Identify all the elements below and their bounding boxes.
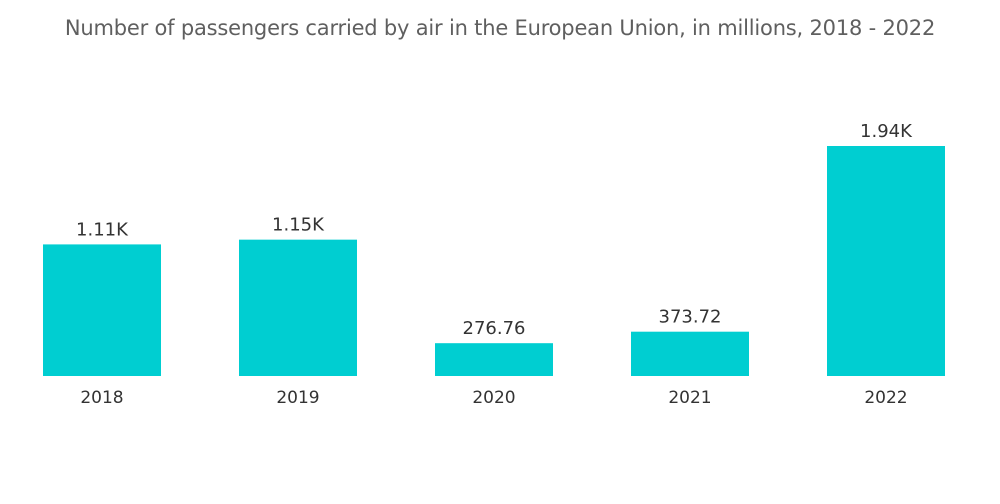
- x-tick-label-2021: 2021: [668, 388, 711, 408]
- bar-2018: [43, 244, 161, 376]
- x-tick-label-2019: 2019: [276, 388, 319, 408]
- data-label-2018: 1.11K: [76, 219, 129, 240]
- data-label-2022: 1.94K: [860, 121, 913, 142]
- data-label-2021: 373.72: [659, 307, 722, 328]
- bar-2019: [239, 239, 357, 376]
- x-tick-label-2022: 2022: [864, 388, 907, 408]
- x-tick-label-2020: 2020: [472, 388, 515, 408]
- x-axis-tick-labels: 2018 2019 2020 2021 2022: [80, 388, 907, 408]
- bars-layer: [43, 146, 945, 376]
- data-labels-layer: 1.11K 1.15K 276.76 373.72 1.94K: [76, 121, 913, 339]
- x-tick-label-2018: 2018: [80, 388, 123, 408]
- data-label-2020: 276.76: [463, 318, 526, 339]
- bar-2020: [435, 343, 553, 376]
- bar-2021: [631, 331, 749, 376]
- data-label-2019: 1.15K: [272, 215, 325, 236]
- bar-2022: [827, 146, 945, 376]
- chart-title: Number of passengers carried by air in t…: [64, 16, 936, 40]
